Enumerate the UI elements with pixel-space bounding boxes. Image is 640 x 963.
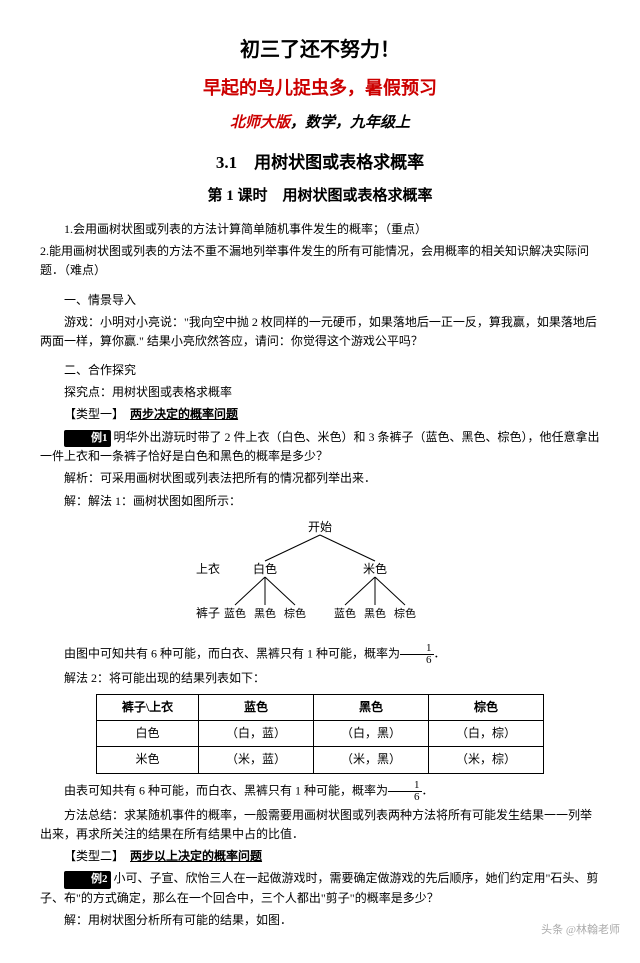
- objective-2: 2.能用画树状图或列表的方法不重不漏地列举事件发生的所有可能情况，会用概率的相关…: [40, 242, 600, 280]
- example2-text: 小可、子宣、欣怡三人在一起做游戏时，需要确定做游戏的先后顺序，她们约定用"石头、…: [40, 871, 598, 905]
- result2: 由表可知共有 6 种可能，而白衣、黑裤只有 1 种可能，概率为16．: [40, 780, 600, 803]
- edition-rest: ，数学，九年级上: [290, 115, 410, 131]
- result2-text: 由表可知共有 6 种可能，而白衣、黑裤只有 1 种可能，概率为: [64, 783, 388, 797]
- th-1: 蓝色: [199, 695, 314, 721]
- example1-text: 明华外出游玩时带了 2 件上衣（白色、米色）和 3 条裤子（蓝色、黑色、棕色），…: [40, 430, 600, 464]
- outcome-table: 裤子\上衣蓝色黑色棕色 白色（白，蓝）（白，黑）（白，棕） 米色（米，蓝）（米，…: [96, 694, 544, 774]
- tree-root: 开始: [308, 520, 332, 534]
- analysis1: 解析：可采用画树状图或列表法把所有的情况都列举出来．: [40, 469, 600, 488]
- th-3: 棕色: [429, 695, 544, 721]
- example1-badge: 例1: [64, 430, 111, 448]
- title-edition: 北师大版，数学，九年级上: [40, 111, 600, 135]
- type1-line: 【类型一】 两步决定的概率问题: [40, 405, 600, 424]
- tree-l2-1: 黑色: [254, 606, 276, 620]
- r0c1: （白，蓝）: [199, 721, 314, 747]
- type1-title: 两步决定的概率问题: [130, 407, 238, 421]
- tree-level1-label: 上衣: [196, 561, 220, 576]
- solution1: 解：解法 1：画树状图如图所示：: [40, 492, 600, 511]
- title-sub: 早起的鸟儿捉虫多，暑假预习: [40, 74, 600, 103]
- r0c2: （白，黑）: [314, 721, 429, 747]
- tree-l1-0: 白色: [253, 561, 277, 576]
- r0c0: 白色: [97, 721, 199, 747]
- r1c2: （米，黑）: [314, 747, 429, 773]
- section2-sub: 探究点：用树状图或表格求概率: [40, 383, 600, 402]
- tree-l2-3: 蓝色: [334, 606, 356, 620]
- tree-l2-5: 棕色: [394, 606, 416, 620]
- type2-title: 两步以上决定的概率问题: [130, 849, 262, 863]
- tree-l2-4: 黑色: [364, 606, 386, 620]
- section1-heading: 一、情景导入: [40, 291, 600, 310]
- section2-heading: 二、合作探究: [40, 361, 600, 380]
- type2-tag: 【类型二】: [64, 849, 118, 863]
- example2-badge: 例2: [64, 871, 111, 889]
- edition-red: 北师大版: [230, 115, 290, 131]
- th-0: 裤子\上衣: [97, 695, 199, 721]
- objective-1: 1.会用画树状图或列表的方法计算简单随机事件发生的概率；（重点）: [40, 220, 600, 239]
- lesson-title: 第 1 课时 用树状图或表格求概率: [40, 184, 600, 208]
- result1-end: ．: [434, 646, 446, 660]
- fraction2: 16: [388, 780, 422, 803]
- method-summary: 方法总结：求某随机事件的概率，一般需要用画树状图或列表两种方法将所有可能发生结果…: [40, 806, 600, 844]
- th-2: 黑色: [314, 695, 429, 721]
- example1: 例1 明华外出游玩时带了 2 件上衣（白色、米色）和 3 条裤子（蓝色、黑色、棕…: [40, 428, 600, 467]
- fraction1: 16: [400, 643, 434, 666]
- chapter-title: 3.1 用树状图或表格求概率: [40, 149, 600, 176]
- tree-l2-2: 棕色: [284, 606, 306, 620]
- r1c3: （米，棕）: [429, 747, 544, 773]
- solution2: 解法 2：将可能出现的结果列表如下：: [40, 669, 600, 688]
- tree-level2-label: 裤子: [196, 606, 220, 620]
- r0c3: （白，棕）: [429, 721, 544, 747]
- tree-l2-0: 蓝色: [224, 606, 246, 620]
- result1-text: 由图中可知共有 6 种可能，而白衣、黑裤只有 1 种可能，概率为: [64, 646, 400, 660]
- tree-l1-1: 米色: [363, 562, 387, 576]
- example2: 例2 小可、子宣、欣怡三人在一起做游戏时，需要确定做游戏的先后顺序，她们约定用"…: [40, 869, 600, 908]
- result2-end: ．: [422, 783, 434, 797]
- r1c0: 米色: [97, 747, 199, 773]
- r1c1: （米，蓝）: [199, 747, 314, 773]
- type2-line: 【类型二】 两步以上决定的概率问题: [40, 847, 600, 866]
- solution3: 解：用树状图分析所有可能的结果，如图．: [40, 911, 600, 930]
- tree-diagram: 开始 上衣 白色 米色 裤子 蓝色 黑色 棕色 蓝色 黑色 棕色: [40, 517, 600, 637]
- result1: 由图中可知共有 6 种可能，而白衣、黑裤只有 1 种可能，概率为16．: [40, 643, 600, 666]
- type1-tag: 【类型一】: [64, 407, 118, 421]
- title-main: 初三了还不努力！: [40, 34, 600, 66]
- watermark: 头条 @林翰老师: [541, 922, 620, 940]
- section1-body: 游戏：小明对小亮说："我向空中抛 2 枚同样的一元硬币，如果落地后一正一反，算我…: [40, 313, 600, 351]
